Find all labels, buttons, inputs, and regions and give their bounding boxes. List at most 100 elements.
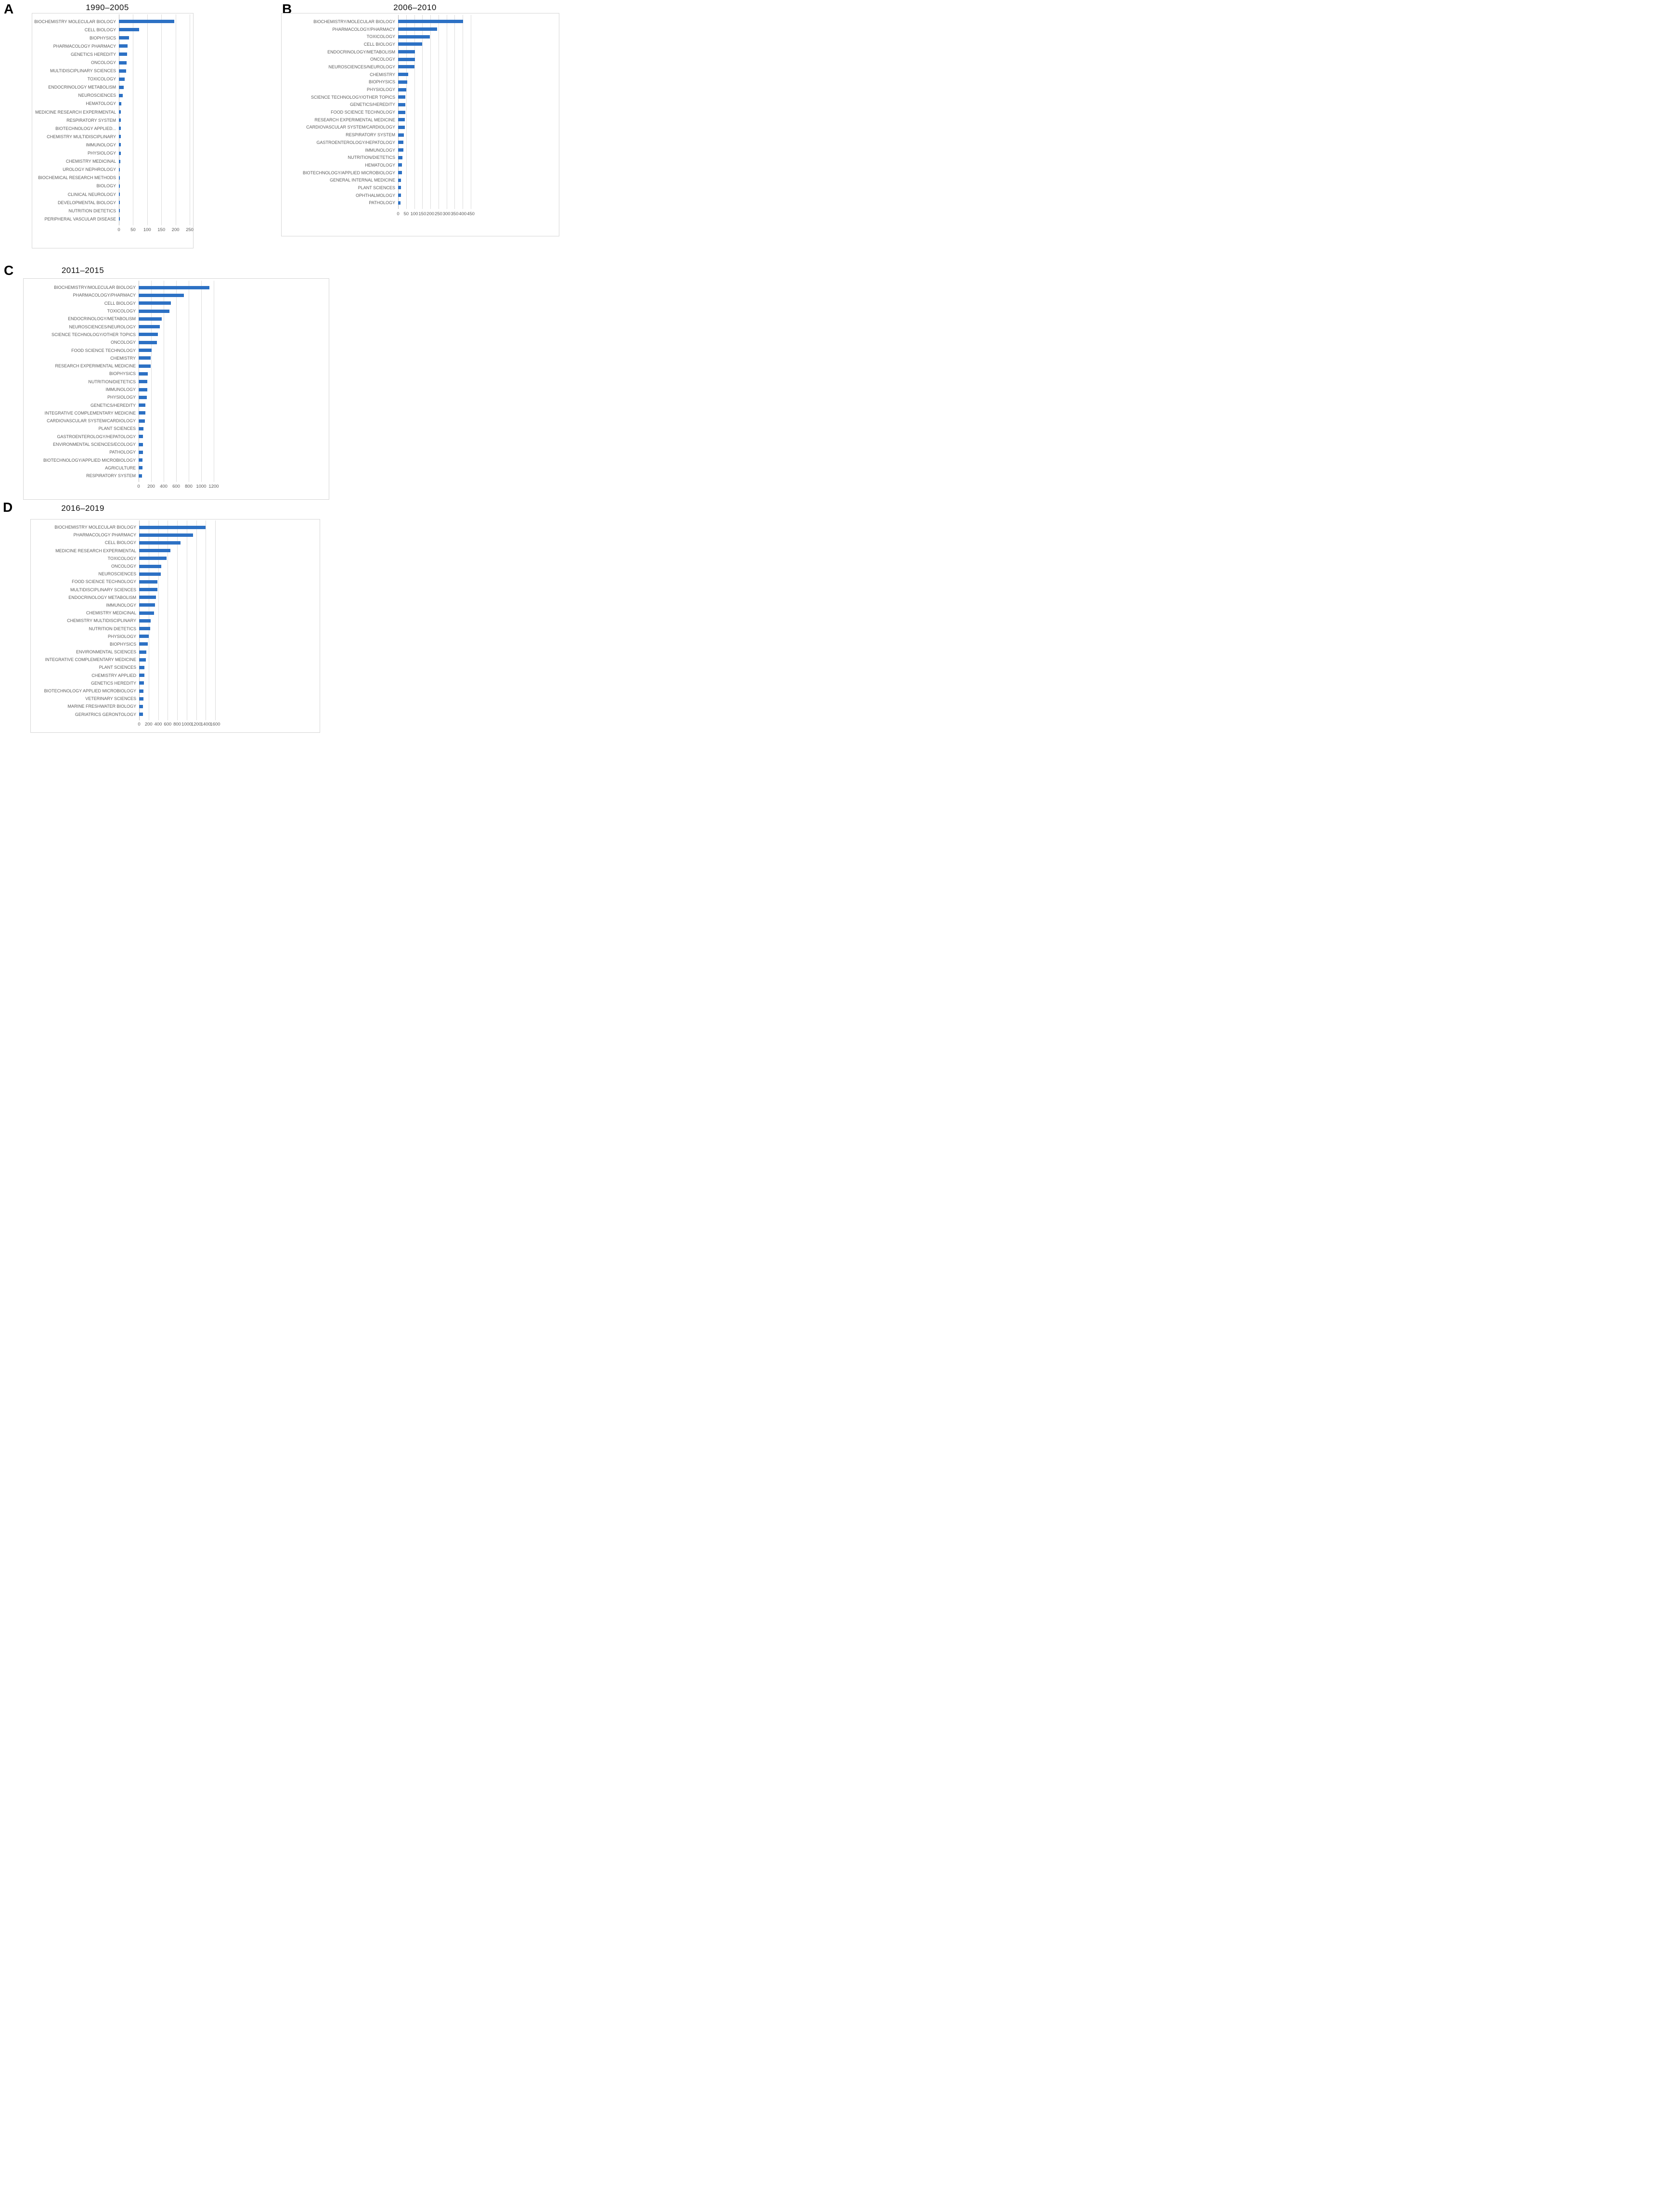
bar bbox=[139, 665, 144, 669]
bar-track bbox=[119, 26, 190, 34]
bar bbox=[139, 388, 148, 391]
category-label: PHARMACOLOGY/PHARMACY bbox=[332, 26, 395, 32]
bar-track bbox=[139, 531, 215, 539]
bar-row: INTEGRATIVE COMPLEMENTARY MEDICINE bbox=[31, 656, 320, 663]
bar-row: ONCOLOGY bbox=[24, 338, 329, 346]
bar-track bbox=[139, 555, 215, 562]
bar bbox=[398, 95, 406, 99]
bar bbox=[139, 681, 144, 685]
category-label: HEMATOLOGY bbox=[365, 162, 395, 168]
panel-b-letter: B bbox=[282, 1, 292, 16]
category-label: PATHOLOGY bbox=[109, 450, 136, 455]
bar-track bbox=[398, 176, 471, 184]
bar-row: BIOCHEMISTRY/MOLECULAR BIOLOGY bbox=[24, 284, 329, 291]
bar bbox=[398, 50, 415, 54]
bar bbox=[139, 325, 160, 329]
category-label: ENVIRONMENTAL SCIENCES/ECOLOGY bbox=[52, 442, 136, 447]
bar bbox=[139, 435, 143, 439]
category-label: GENETICS/HEREDITY bbox=[349, 102, 395, 107]
bar bbox=[139, 557, 167, 560]
category-label: IMMUNOLOGY bbox=[106, 602, 136, 608]
category-label: MULTIDISCIPLINARY SCIENCES bbox=[50, 68, 116, 74]
bar bbox=[398, 141, 404, 144]
gridline-x200 bbox=[430, 15, 431, 209]
bar-row: MEDICINE RESEARCH EXPERIMENTAL bbox=[31, 547, 320, 555]
bar bbox=[398, 156, 403, 159]
category-label: CHEMISTRY APPLIED bbox=[91, 673, 136, 678]
bar-track bbox=[398, 116, 471, 124]
bar-track bbox=[119, 42, 190, 50]
bar-row: CELL BIOLOGY bbox=[32, 26, 193, 34]
bar-track bbox=[119, 100, 190, 108]
bar bbox=[398, 65, 414, 69]
category-label: NUTRITION/DIETETICS bbox=[348, 155, 396, 160]
category-label: GENETICS HEREDITY bbox=[90, 680, 136, 686]
bar bbox=[398, 88, 407, 91]
bar-track bbox=[139, 679, 215, 687]
category-label: PHYSIOLOGY bbox=[87, 151, 116, 156]
bar-row: BIOTECHNOLOGY APPLIED MICROBIOLOGY bbox=[31, 687, 320, 695]
bar-row: GERIATRICS GERONTOLOGY bbox=[31, 711, 320, 718]
bar-row: CELL BIOLOGY bbox=[31, 539, 320, 546]
bar-track bbox=[139, 299, 214, 307]
bar-track bbox=[119, 157, 190, 166]
bar-row: BIOTECHNOLOGY APPLIED... bbox=[32, 124, 193, 132]
bar bbox=[119, 69, 127, 73]
bar-track bbox=[139, 441, 214, 448]
category-label: PLANT SCIENCES bbox=[99, 665, 136, 670]
bar-row: PHYSIOLOGY bbox=[32, 149, 193, 157]
bar-row: BIOCHEMICAL RESEARCH METHODS bbox=[32, 174, 193, 182]
bar bbox=[139, 627, 151, 631]
x-tick-label: 1000 bbox=[196, 483, 207, 489]
bar bbox=[398, 133, 404, 137]
category-label: PHYSIOLOGY bbox=[366, 87, 395, 92]
x-tick-label: 800 bbox=[173, 722, 181, 727]
bar-track bbox=[139, 331, 214, 338]
bar bbox=[139, 309, 170, 313]
category-label: IMMUNOLOGY bbox=[86, 142, 116, 147]
bar bbox=[139, 286, 209, 289]
bar-track bbox=[139, 523, 215, 531]
bar bbox=[119, 151, 121, 155]
bar-track bbox=[119, 124, 190, 132]
bar bbox=[139, 635, 149, 638]
bar bbox=[398, 110, 405, 114]
bar-row: NUTRITION/DIETETICS bbox=[282, 154, 559, 161]
bar-row: GENETICS/HEREDITY bbox=[282, 101, 559, 109]
category-label: INTEGRATIVE COMPLEMENTARY MEDICINE bbox=[44, 410, 136, 416]
gridline-x150 bbox=[161, 14, 162, 225]
bar bbox=[139, 364, 151, 368]
x-tick-label: 800 bbox=[185, 483, 193, 489]
bar-row: IMMUNOLOGY bbox=[32, 141, 193, 149]
bar-track bbox=[119, 58, 190, 66]
bar-track bbox=[119, 190, 190, 198]
panel-a-plot: BIOCHEMISTRY MOLECULAR BIOLOGY CELL BIOLO… bbox=[32, 13, 194, 248]
category-label: CHEMISTRY bbox=[110, 355, 136, 361]
panel-b-chart: BIOCHEMISTRY/MOLECULAR BIOLOGY PHARMACOLO… bbox=[281, 13, 559, 236]
bar-track bbox=[119, 91, 190, 100]
bar-row: MULTIDISCIPLINARY SCIENCES bbox=[32, 67, 193, 75]
category-label: NUTRITION DIETETICS bbox=[89, 626, 137, 631]
category-label: CARDIOVASCULAR SYSTEM/CARDIOLOGY bbox=[47, 418, 136, 424]
category-label: GENETICS HEREDITY bbox=[70, 52, 116, 57]
bar bbox=[398, 42, 422, 46]
category-label: BIOCHEMISTRY MOLECULAR BIOLOGY bbox=[34, 19, 116, 24]
category-label: MULTIDISCIPLINARY SCIENCES bbox=[70, 587, 136, 592]
x-tick-label: 200 bbox=[426, 211, 435, 217]
bar-track bbox=[398, 86, 471, 93]
bar bbox=[139, 533, 193, 537]
category-label: VETERINARY SCIENCES bbox=[85, 696, 136, 701]
category-label: NEUROSCIENCES/NEUROLOGY bbox=[328, 64, 395, 69]
bar bbox=[119, 135, 121, 139]
category-label: CHEMISTRY MULTIDISCIPLINARY bbox=[67, 618, 136, 623]
bar bbox=[139, 642, 148, 646]
bar bbox=[139, 458, 143, 462]
bar-track bbox=[398, 199, 471, 207]
bar-track bbox=[139, 601, 215, 609]
bar bbox=[139, 596, 156, 599]
panel-d-plot: BIOCHEMISTRY MOLECULAR BIOLOGY PHARMACOLO… bbox=[31, 520, 320, 732]
category-label: NUTRITION/DIETETICS bbox=[88, 379, 136, 384]
bar-row: TOXICOLOGY bbox=[24, 307, 329, 315]
x-tick-label: 50 bbox=[130, 227, 136, 233]
panel-a-title: 1990–2005 bbox=[86, 3, 129, 12]
